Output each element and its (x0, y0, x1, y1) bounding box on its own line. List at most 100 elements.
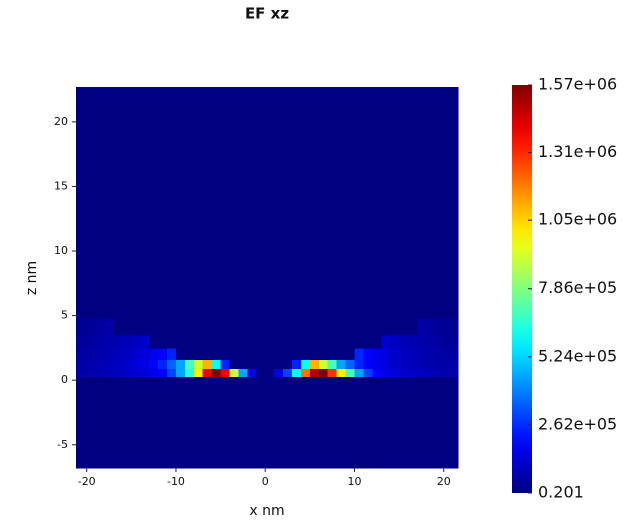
heatmap-cell (211, 334, 222, 349)
heatmap-cell (381, 376, 391, 469)
colorbar-tick-label: 7.86e+05 (538, 278, 617, 297)
heatmap-cell (372, 334, 382, 349)
heatmap-cell (193, 347, 204, 361)
heatmap-cell (265, 376, 275, 469)
heatmap-cell (318, 359, 329, 370)
heatmap-cell (247, 87, 257, 319)
heatmap-cell (193, 376, 204, 469)
heatmap-cell (416, 334, 427, 349)
heatmap-cell (211, 376, 222, 469)
heatmap-cell (381, 347, 391, 361)
heatmap-cell (86, 347, 97, 361)
heatmap-cell (274, 368, 284, 377)
heatmap-cell (158, 359, 168, 370)
heatmap-cell (104, 347, 114, 361)
heatmap-cell (327, 368, 338, 377)
heatmap-cell (443, 318, 459, 336)
heatmap-cell (122, 359, 132, 370)
heatmap-cell (193, 368, 204, 377)
heatmap-cell (211, 368, 222, 377)
heatmap-cell (274, 359, 284, 370)
heatmap-cell (238, 376, 248, 469)
heatmap-cell (211, 359, 222, 370)
heatmap-cell (300, 347, 311, 361)
heatmap-cell (220, 347, 231, 361)
heatmap-cell (318, 347, 329, 361)
heatmap-cell (327, 376, 338, 469)
heatmap-cell (336, 376, 347, 469)
heatmap-cell (381, 334, 391, 349)
heatmap-cell (416, 87, 427, 319)
heatmap-cell (184, 359, 195, 370)
heatmap-cell (443, 347, 459, 361)
x-tick-label: 10 (347, 475, 361, 488)
heatmap-cell (291, 359, 302, 370)
heatmap-cell (363, 334, 373, 349)
heatmap-cell (309, 334, 320, 349)
heatmap-cell (131, 376, 141, 469)
heatmap-cell (140, 368, 150, 377)
heatmap-cell (184, 368, 195, 377)
heatmap-cell (291, 87, 302, 319)
heatmap-cell (184, 334, 195, 349)
heatmap-cell (300, 318, 311, 336)
heatmap-cell (434, 318, 445, 336)
colorbar (512, 85, 532, 493)
heatmap-cell (220, 318, 231, 336)
heatmap-cell (256, 334, 266, 349)
heatmap-cell (211, 318, 222, 336)
heatmap-cell (86, 359, 97, 370)
heatmap-cell (256, 359, 266, 370)
heatmap-cell (318, 376, 329, 469)
heatmap-cell (193, 334, 204, 349)
heatmap-cell (202, 318, 213, 336)
heatmap-cell (140, 347, 150, 361)
heatmap-cell (327, 347, 338, 361)
heatmap-cell (345, 347, 355, 361)
heatmap-cell (327, 87, 338, 319)
heatmap-cell (167, 376, 177, 469)
heatmap-cell (122, 334, 132, 349)
heatmap-cell (211, 347, 222, 361)
heatmap-cell (220, 368, 231, 377)
heatmap-cell (390, 334, 400, 349)
y-tick-label: 20 (54, 115, 68, 128)
heatmap-cell (238, 347, 248, 361)
heatmap-cell (238, 318, 248, 336)
heatmap-cell (247, 368, 257, 377)
heatmap-cell (175, 359, 186, 370)
heatmap-cell (220, 87, 231, 319)
heatmap-cell (291, 318, 302, 336)
heatmap-cell (416, 347, 427, 361)
heatmap-cell (434, 359, 445, 370)
heatmap-cell (425, 87, 436, 319)
heatmap-cell (425, 376, 436, 469)
heatmap-cell (265, 359, 275, 370)
heatmap-cell (113, 359, 123, 370)
heatmap-cell (318, 334, 329, 349)
heatmap-cell (434, 87, 445, 319)
heatmap-cell (416, 376, 427, 469)
y-tick-label: -5 (57, 438, 68, 451)
heatmap-cell (238, 87, 248, 319)
y-tick-label: 0 (61, 373, 68, 386)
heatmap-cell (113, 334, 123, 349)
heatmap-cell (416, 368, 427, 377)
heatmap-cell (184, 376, 195, 469)
heatmap-cell (354, 347, 364, 361)
heatmap-cell (131, 359, 141, 370)
heatmap-cell (283, 334, 293, 349)
heatmap-cell (327, 334, 338, 349)
heatmap-cell (158, 347, 168, 361)
heatmap-cell (363, 318, 373, 336)
heatmap-cell (202, 347, 213, 361)
heatmap-cell (399, 347, 409, 361)
heatmap-cell (175, 334, 186, 349)
heatmap-cell (184, 347, 195, 361)
heatmap-cell (336, 318, 347, 336)
heatmap-cell (363, 376, 373, 469)
heatmap-cell (167, 359, 177, 370)
heatmap-cell (336, 347, 347, 361)
heatmap-cell (140, 359, 150, 370)
